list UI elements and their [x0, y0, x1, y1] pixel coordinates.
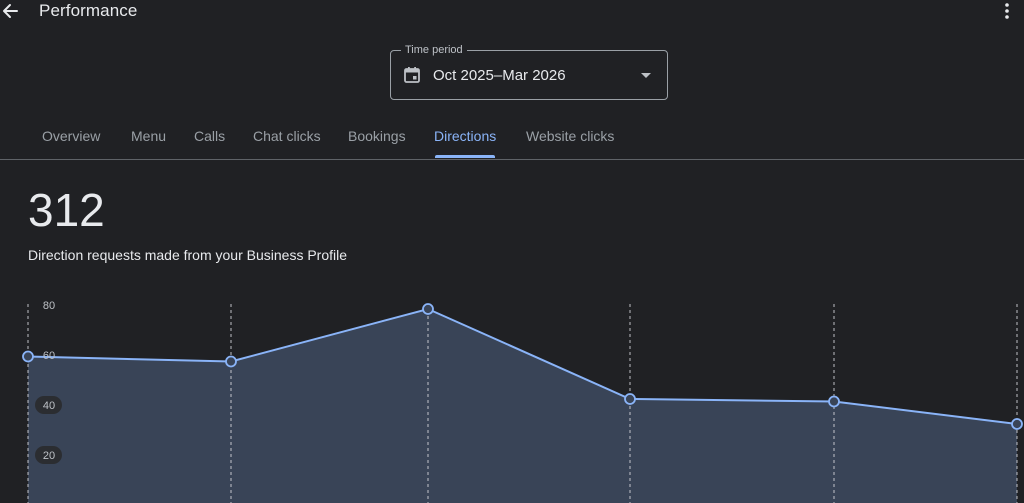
chart-series-line [27, 307, 1018, 425]
chart-tick-label-60: 60 [43, 350, 55, 362]
calendar-icon [404, 67, 420, 83]
tab-directions[interactable]: Directions [434, 128, 497, 144]
more-vert-icon[interactable] [1002, 2, 1012, 20]
active-tab-indicator [435, 155, 495, 158]
directions-total: 312 [28, 184, 105, 236]
time-period-value: Oct 2025–Mar 2026 [433, 67, 566, 84]
top-app-bar: Performance [0, 0, 1024, 24]
tab-bookings[interactable]: Bookings [348, 128, 406, 144]
chart-point-4 [624, 393, 636, 405]
arrow-back-icon[interactable] [0, 0, 22, 22]
tab-bar: Overview Menu Calls Chat clicks Bookings… [0, 112, 1024, 160]
chart-tick-label-20: 20 [43, 450, 55, 462]
chart-tick-label-80: 80 [43, 300, 55, 312]
tab-calls[interactable]: Calls [194, 128, 226, 144]
tab-chat-clicks[interactable]: Chat clicks [253, 128, 321, 144]
chart-area-fill [28, 309, 1017, 503]
chart-tick-label-40: 40 [43, 400, 55, 412]
directions-area-chart: 20 40 60 80 [22, 300, 1023, 503]
chart-tick-pill-20 [35, 446, 62, 464]
page-title: Performance [39, 1, 138, 20]
chart-point-1 [22, 350, 34, 363]
time-period-label: Time period [401, 43, 467, 57]
time-period-select[interactable]: Time period Oct 2025–Mar 2026 [390, 43, 668, 100]
chart-point-2 [225, 355, 237, 368]
chart-point-5 [828, 395, 840, 408]
dropdown-arrow-icon [641, 73, 651, 78]
directions-description: Direction requests made from your Busine… [28, 247, 348, 263]
tab-overview[interactable]: Overview [42, 128, 101, 144]
chart-tick-pill-40 [35, 396, 62, 414]
tab-website-clicks[interactable]: Website clicks [526, 128, 615, 144]
chart-point-3 [422, 303, 434, 315]
tab-menu[interactable]: Menu [131, 128, 167, 144]
chart-point-6 [1011, 418, 1023, 430]
